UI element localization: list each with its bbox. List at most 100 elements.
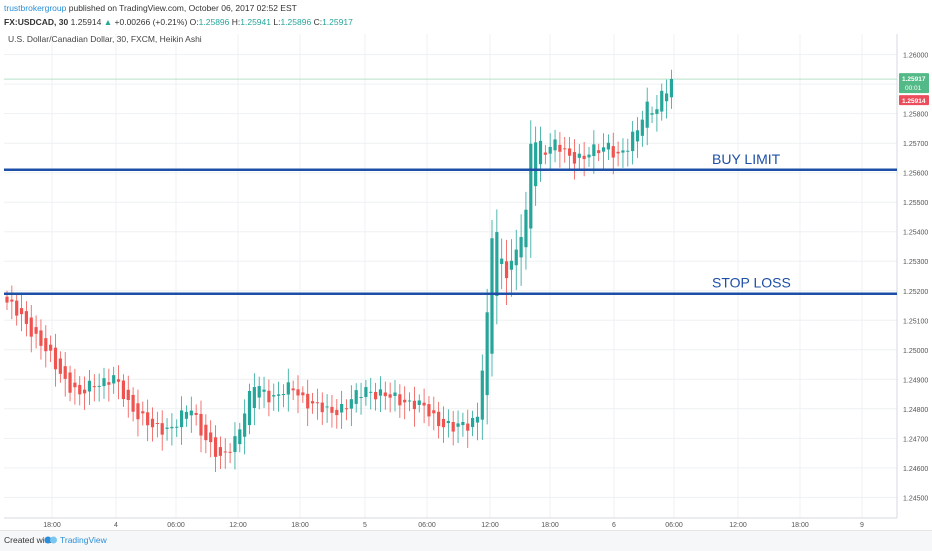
candle-body — [495, 232, 499, 296]
candle-body — [514, 249, 518, 266]
price-tick-label: 1.25200 — [903, 289, 928, 296]
candle-body — [243, 413, 247, 437]
candle-body — [504, 261, 509, 279]
candle-body — [39, 330, 43, 346]
last-price: 1.25914 — [70, 17, 102, 27]
candle-body — [592, 144, 596, 157]
price-tick-label: 1.25600 — [903, 171, 928, 178]
tradingview-logo-icon — [44, 536, 57, 544]
price-tick-label: 1.24800 — [903, 407, 928, 414]
candle-body — [475, 416, 480, 423]
candle-body — [15, 300, 19, 316]
candle-body — [543, 152, 547, 155]
candle-body — [272, 395, 276, 397]
candle-body — [601, 147, 606, 152]
candle-body — [296, 389, 300, 396]
candle-body — [247, 390, 252, 426]
price-levels: BUY LIMIT STOP LOSS — [4, 151, 897, 295]
candle-body — [534, 142, 538, 187]
candle-body — [73, 382, 77, 388]
time-tick-label: 18:00 — [791, 522, 809, 529]
level-label: BUY LIMIT — [712, 151, 781, 167]
symbol-info: FX:USDCAD, 30 1.25914 ▲ +0.00266 (+0.21%… — [4, 17, 353, 27]
candle-body — [383, 392, 387, 397]
candle-body — [519, 237, 523, 258]
publisher-link[interactable]: trustbrokergroup — [4, 3, 67, 13]
candle-body — [500, 258, 504, 265]
candle-body — [310, 401, 315, 404]
candle-body — [669, 78, 674, 98]
candle-body — [335, 409, 339, 416]
chart-area[interactable]: U.S. Dollar/Canadian Dollar, 30, FXCM, H… — [0, 34, 932, 530]
symbol-label[interactable]: FX:USDCAD, 30 — [4, 17, 69, 27]
candle-body — [403, 399, 407, 403]
candle-body — [650, 113, 654, 115]
candle-body — [364, 387, 368, 398]
candle-body — [665, 93, 669, 102]
candle-body — [204, 424, 208, 441]
time-tick-label: 12:00 — [481, 522, 499, 529]
candle-body — [548, 146, 552, 154]
candle-body — [378, 389, 383, 396]
candle-body — [126, 389, 130, 401]
candle-body — [407, 400, 412, 402]
time-tick-label: 5 — [363, 522, 367, 529]
low-value: 1.25896 — [280, 17, 312, 27]
candle-body — [320, 402, 324, 413]
candle-body — [509, 260, 513, 270]
candle-body — [165, 427, 169, 429]
candle-body — [277, 394, 281, 396]
candle-body — [626, 150, 630, 152]
candle-body — [141, 411, 145, 414]
candle-body — [432, 410, 436, 414]
time-axis[interactable]: 18:00 4 06:00 12:00 18:00 5 06:00 12:00 18:00 6 06… — [43, 522, 864, 529]
open-value: 1.25896 — [198, 17, 230, 27]
candle-body — [635, 130, 640, 142]
low-label: L: — [273, 17, 281, 27]
candle-body — [354, 390, 358, 404]
candle-body — [44, 338, 48, 352]
last-price-label: 1.25917 — [902, 76, 926, 83]
candle-body — [29, 317, 33, 337]
time-tick-label: 06:00 — [665, 522, 683, 529]
level-label: STOP LOSS — [712, 275, 791, 291]
candle-body — [53, 347, 58, 370]
candle-body — [68, 372, 72, 393]
candles — [5, 69, 674, 472]
price-tick-label: 1.25700 — [903, 141, 928, 148]
candle-body — [456, 423, 460, 427]
candle-body — [597, 150, 601, 154]
price-tick-label: 1.25500 — [903, 200, 928, 207]
price-tick-label: 1.24500 — [903, 495, 928, 502]
candle-body — [461, 422, 465, 426]
candle-body — [471, 417, 475, 428]
candle-body — [330, 406, 334, 413]
price-tick-label: 1.24700 — [903, 436, 928, 443]
candle-body — [218, 447, 222, 456]
candle-body — [422, 402, 426, 406]
candle-body — [34, 327, 38, 334]
candle-body — [209, 432, 213, 443]
candle-body — [97, 385, 101, 387]
candle-body — [257, 386, 261, 398]
candle-body — [155, 423, 159, 425]
candle-body — [301, 392, 305, 396]
candle-body — [645, 101, 649, 128]
candle-body — [388, 394, 392, 398]
candle-body — [5, 296, 9, 303]
candle-body — [87, 380, 92, 392]
price-badges: 1.25917 00:01 1.25914 — [899, 73, 929, 106]
candle-body — [136, 403, 140, 420]
tradingview-brand[interactable]: TradingView — [60, 535, 107, 545]
close-value: 1.25917 — [322, 17, 353, 27]
price-tick-label: 1.25300 — [903, 259, 928, 266]
candle-body — [24, 311, 28, 324]
candle-body — [150, 418, 155, 428]
candle-body — [577, 153, 581, 158]
candle-body — [451, 422, 455, 432]
candle-body — [529, 143, 533, 229]
candle-body — [306, 393, 310, 409]
candle-body — [660, 90, 664, 112]
open-label: O: — [189, 17, 199, 27]
candle-body — [480, 370, 484, 420]
